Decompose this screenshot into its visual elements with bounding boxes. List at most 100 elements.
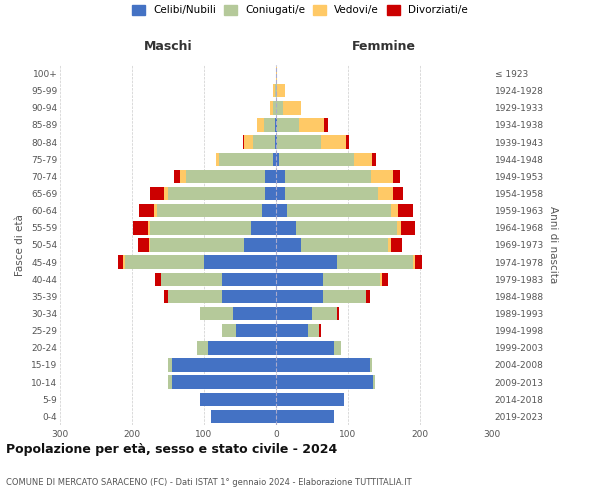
Bar bbox=[276, 84, 277, 98]
Bar bbox=[371, 170, 392, 183]
Bar bbox=[276, 187, 284, 200]
Bar bbox=[373, 152, 376, 166]
Bar bbox=[346, 136, 349, 149]
Bar bbox=[168, 376, 172, 389]
Bar bbox=[276, 290, 323, 303]
Bar bbox=[370, 358, 373, 372]
Bar bbox=[276, 256, 337, 269]
Bar bbox=[277, 118, 299, 132]
Bar bbox=[168, 358, 172, 372]
Bar bbox=[312, 307, 337, 320]
Bar bbox=[275, 84, 276, 98]
Bar bbox=[276, 358, 370, 372]
Bar bbox=[150, 187, 164, 200]
Bar bbox=[175, 170, 180, 183]
Bar bbox=[168, 187, 265, 200]
Bar bbox=[222, 290, 276, 303]
Bar bbox=[299, 118, 324, 132]
Bar bbox=[150, 221, 251, 234]
Bar bbox=[276, 341, 334, 354]
Bar bbox=[323, 272, 380, 286]
Bar bbox=[118, 256, 124, 269]
Bar bbox=[273, 101, 276, 114]
Bar bbox=[401, 221, 415, 234]
Bar bbox=[276, 204, 287, 218]
Bar bbox=[243, 136, 244, 149]
Bar bbox=[157, 204, 262, 218]
Bar bbox=[262, 204, 276, 218]
Bar bbox=[276, 324, 308, 338]
Bar bbox=[366, 290, 370, 303]
Bar bbox=[373, 376, 374, 389]
Bar bbox=[276, 307, 312, 320]
Bar bbox=[279, 152, 355, 166]
Y-axis label: Anni di nascita: Anni di nascita bbox=[548, 206, 558, 284]
Bar bbox=[334, 341, 341, 354]
Bar bbox=[273, 152, 276, 166]
Bar bbox=[222, 324, 236, 338]
Bar bbox=[276, 376, 373, 389]
Bar bbox=[164, 187, 168, 200]
Bar bbox=[275, 118, 276, 132]
Bar bbox=[276, 221, 296, 234]
Bar bbox=[168, 290, 222, 303]
Bar bbox=[253, 136, 275, 149]
Bar bbox=[164, 290, 168, 303]
Bar bbox=[276, 272, 323, 286]
Bar bbox=[392, 170, 400, 183]
Legend: Celibi/Nubili, Coniugati/e, Vedovi/e, Divorziati/e: Celibi/Nubili, Coniugati/e, Vedovi/e, Di… bbox=[132, 5, 468, 15]
Bar bbox=[133, 221, 148, 234]
Bar bbox=[125, 256, 204, 269]
Bar bbox=[276, 392, 344, 406]
Bar bbox=[413, 256, 415, 269]
Bar bbox=[236, 324, 276, 338]
Bar bbox=[155, 272, 161, 286]
Text: Femmine: Femmine bbox=[352, 40, 416, 52]
Bar bbox=[180, 170, 186, 183]
Bar bbox=[149, 238, 150, 252]
Bar bbox=[276, 170, 284, 183]
Bar bbox=[276, 136, 277, 149]
Bar bbox=[308, 324, 319, 338]
Bar bbox=[269, 101, 273, 114]
Bar bbox=[391, 238, 402, 252]
Bar bbox=[273, 84, 275, 98]
Bar bbox=[391, 204, 398, 218]
Text: COMUNE DI MERCATO SARACENO (FC) - Dati ISTAT 1° gennaio 2024 - Elaborazione TUTT: COMUNE DI MERCATO SARACENO (FC) - Dati I… bbox=[6, 478, 412, 487]
Bar bbox=[398, 204, 413, 218]
Bar bbox=[276, 101, 283, 114]
Bar bbox=[284, 170, 371, 183]
Bar bbox=[215, 152, 219, 166]
Bar bbox=[265, 170, 276, 183]
Bar bbox=[200, 392, 276, 406]
Bar bbox=[186, 170, 265, 183]
Bar bbox=[251, 221, 276, 234]
Bar bbox=[257, 118, 264, 132]
Bar bbox=[264, 118, 275, 132]
Bar bbox=[319, 324, 320, 338]
Bar bbox=[172, 358, 276, 372]
Text: Maschi: Maschi bbox=[143, 40, 193, 52]
Bar bbox=[244, 136, 253, 149]
Bar bbox=[161, 272, 222, 286]
Bar bbox=[415, 256, 422, 269]
Bar bbox=[124, 256, 125, 269]
Bar bbox=[275, 136, 276, 149]
Bar bbox=[276, 410, 334, 423]
Bar bbox=[197, 341, 208, 354]
Bar bbox=[320, 136, 346, 149]
Y-axis label: Fasce di età: Fasce di età bbox=[16, 214, 25, 276]
Bar bbox=[172, 376, 276, 389]
Bar bbox=[276, 152, 279, 166]
Bar bbox=[244, 238, 276, 252]
Bar bbox=[139, 204, 154, 218]
Bar bbox=[148, 221, 150, 234]
Bar bbox=[392, 187, 403, 200]
Bar bbox=[277, 136, 320, 149]
Bar bbox=[284, 187, 378, 200]
Bar bbox=[378, 187, 392, 200]
Bar bbox=[301, 238, 388, 252]
Bar bbox=[150, 238, 244, 252]
Bar bbox=[138, 238, 149, 252]
Bar bbox=[382, 272, 388, 286]
